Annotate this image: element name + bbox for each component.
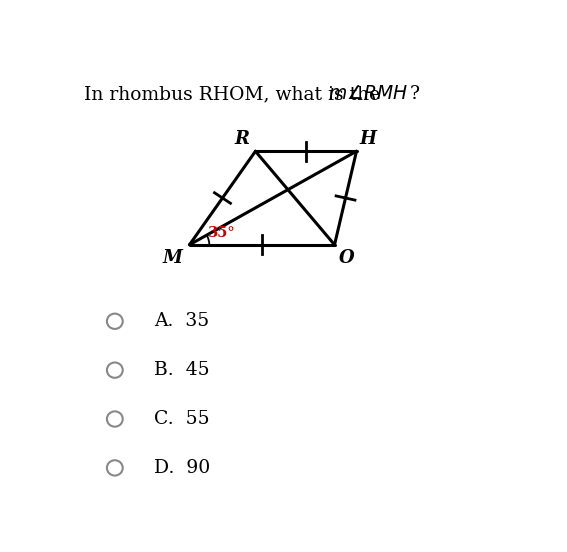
Text: $m\angle RMH$: $m\angle RMH$ [328,86,408,103]
Text: M: M [163,250,183,267]
Text: In rhombus RHOM, what is the: In rhombus RHOM, what is the [84,86,386,103]
Text: 35°: 35° [208,226,236,240]
Text: D.  90: D. 90 [154,459,210,477]
Text: B.  45: B. 45 [154,361,210,379]
Text: R: R [235,130,249,148]
Text: A.  35: A. 35 [154,312,210,330]
Text: C.  55: C. 55 [154,410,210,428]
Text: O: O [339,250,354,267]
Text: ?: ? [404,86,420,103]
Text: H: H [359,130,376,148]
